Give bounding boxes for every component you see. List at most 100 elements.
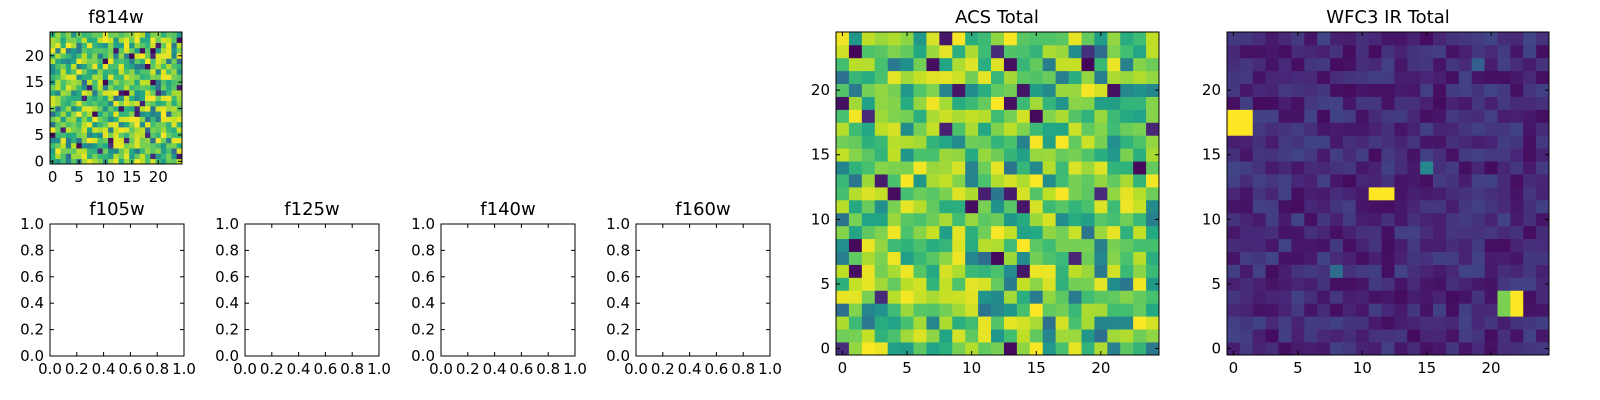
heatmap-cell xyxy=(176,153,183,160)
heatmap-cell xyxy=(1510,109,1524,123)
heatmap-cell xyxy=(139,132,146,138)
heatmap-cell xyxy=(1068,316,1082,330)
heatmap-cell xyxy=(176,142,183,149)
heatmap-cell xyxy=(134,116,141,123)
heatmap-cell xyxy=(1510,161,1524,175)
heatmap-cell xyxy=(900,264,914,278)
heatmap-cell xyxy=(1510,44,1524,59)
heatmap-cell xyxy=(1510,329,1524,343)
heatmap-cell xyxy=(1342,212,1357,227)
heatmap-cell xyxy=(1029,264,1044,278)
heatmap-cell xyxy=(1355,277,1370,291)
heatmap-cell xyxy=(108,158,114,165)
heatmap-cell xyxy=(926,187,940,201)
heatmap-cell xyxy=(1536,174,1550,188)
heatmap-cell xyxy=(1445,316,1460,330)
heatmap-cell xyxy=(71,153,77,160)
heatmap-cell xyxy=(1120,122,1134,136)
heatmap-cell xyxy=(60,79,67,86)
x-tick-label: 0.4 xyxy=(678,360,702,378)
heatmap-cell xyxy=(145,68,151,75)
heatmap-cell xyxy=(1458,199,1473,214)
heatmap-cell xyxy=(65,127,72,133)
heatmap-cell xyxy=(155,79,162,86)
heatmap-cell xyxy=(150,74,156,80)
heatmap-cell xyxy=(1484,148,1498,162)
heatmap-cell xyxy=(108,84,114,91)
heatmap-cell xyxy=(129,74,135,80)
heatmap-cell xyxy=(900,187,914,201)
y-tick-label: 10 xyxy=(25,100,44,118)
heatmap-cell xyxy=(76,137,83,144)
heatmap-cell xyxy=(1016,83,1031,97)
heatmap-cell xyxy=(60,74,67,80)
heatmap-cell xyxy=(952,316,966,330)
heatmap-cell xyxy=(1381,225,1395,240)
heatmap-cell xyxy=(848,32,863,46)
heatmap-cell xyxy=(1146,174,1160,188)
heatmap-cell xyxy=(76,74,83,80)
heatmap-cell xyxy=(861,161,876,175)
heatmap-cell xyxy=(1252,187,1266,201)
heatmap-cell xyxy=(150,47,156,54)
heatmap-cell xyxy=(1265,238,1279,252)
heatmap-cell xyxy=(1304,135,1318,149)
heatmap-cell xyxy=(1407,303,1421,317)
heatmap-cell xyxy=(1330,32,1344,46)
heatmap-cell xyxy=(1252,135,1266,149)
heatmap-cell xyxy=(1055,161,1069,175)
heatmap-cell xyxy=(1081,109,1095,123)
heatmap-cell xyxy=(1368,109,1382,123)
heatmap-cell xyxy=(123,47,130,54)
y-tick-label: 0.4 xyxy=(606,294,630,312)
heatmap-cell xyxy=(1239,264,1254,278)
heatmap-cell xyxy=(1536,122,1550,136)
heatmap-cell xyxy=(118,111,125,117)
heatmap-cell xyxy=(171,47,178,54)
heatmap-cell xyxy=(1146,251,1160,265)
heatmap-cell xyxy=(1133,199,1147,214)
heatmap-cell xyxy=(1484,316,1498,330)
heatmap-cell xyxy=(1003,225,1018,240)
heatmap-cell xyxy=(1252,83,1266,97)
heatmap-cell xyxy=(1304,148,1318,162)
heatmap-cell xyxy=(1355,251,1370,265)
heatmap-cell xyxy=(1368,303,1382,317)
heatmap-cell xyxy=(1433,187,1447,201)
heatmap-cell xyxy=(1497,148,1511,162)
heatmap-cell xyxy=(1368,290,1382,304)
heatmap-cell xyxy=(1304,122,1318,136)
heatmap-cell xyxy=(176,68,183,75)
heatmap-cell xyxy=(1368,277,1382,291)
heatmap-cell xyxy=(60,90,67,96)
heatmap-cell xyxy=(1407,70,1421,85)
x-tick-label: 0.2 xyxy=(651,360,675,378)
x-tick-label: 0.8 xyxy=(731,360,755,378)
heatmap-cell xyxy=(1239,225,1254,240)
heatmap-cell xyxy=(1458,57,1473,72)
heatmap-cell xyxy=(1471,290,1485,304)
panel-title: f125w xyxy=(284,199,339,220)
heatmap-cell xyxy=(1146,109,1160,123)
heatmap-cell xyxy=(1330,238,1344,252)
heatmap-cell xyxy=(1317,329,1331,343)
heatmap-cell xyxy=(836,96,850,110)
heatmap-cell xyxy=(1055,96,1069,110)
heatmap-cell xyxy=(1458,303,1473,317)
heatmap-cell xyxy=(113,100,119,107)
heatmap-cell xyxy=(1471,342,1485,356)
heatmap-cell xyxy=(1471,32,1485,46)
heatmap-cell xyxy=(848,96,863,110)
heatmap-cell xyxy=(1317,251,1331,265)
heatmap-cell xyxy=(874,83,889,97)
heatmap-cell xyxy=(171,90,178,96)
heatmap-cell xyxy=(92,105,98,112)
heatmap-cell xyxy=(65,90,72,96)
panel-f140w: f140w 0.0 0.2 0.4 0.6 0.8 1.0 0.00.20.40.60.8… xyxy=(411,199,587,378)
heatmap-cell xyxy=(900,135,914,149)
heatmap-cell xyxy=(1107,109,1121,123)
heatmap-cell xyxy=(1094,342,1108,356)
heatmap-cell xyxy=(1081,225,1095,240)
heatmap-cell xyxy=(1368,199,1382,214)
heatmap-cell xyxy=(1368,70,1382,85)
